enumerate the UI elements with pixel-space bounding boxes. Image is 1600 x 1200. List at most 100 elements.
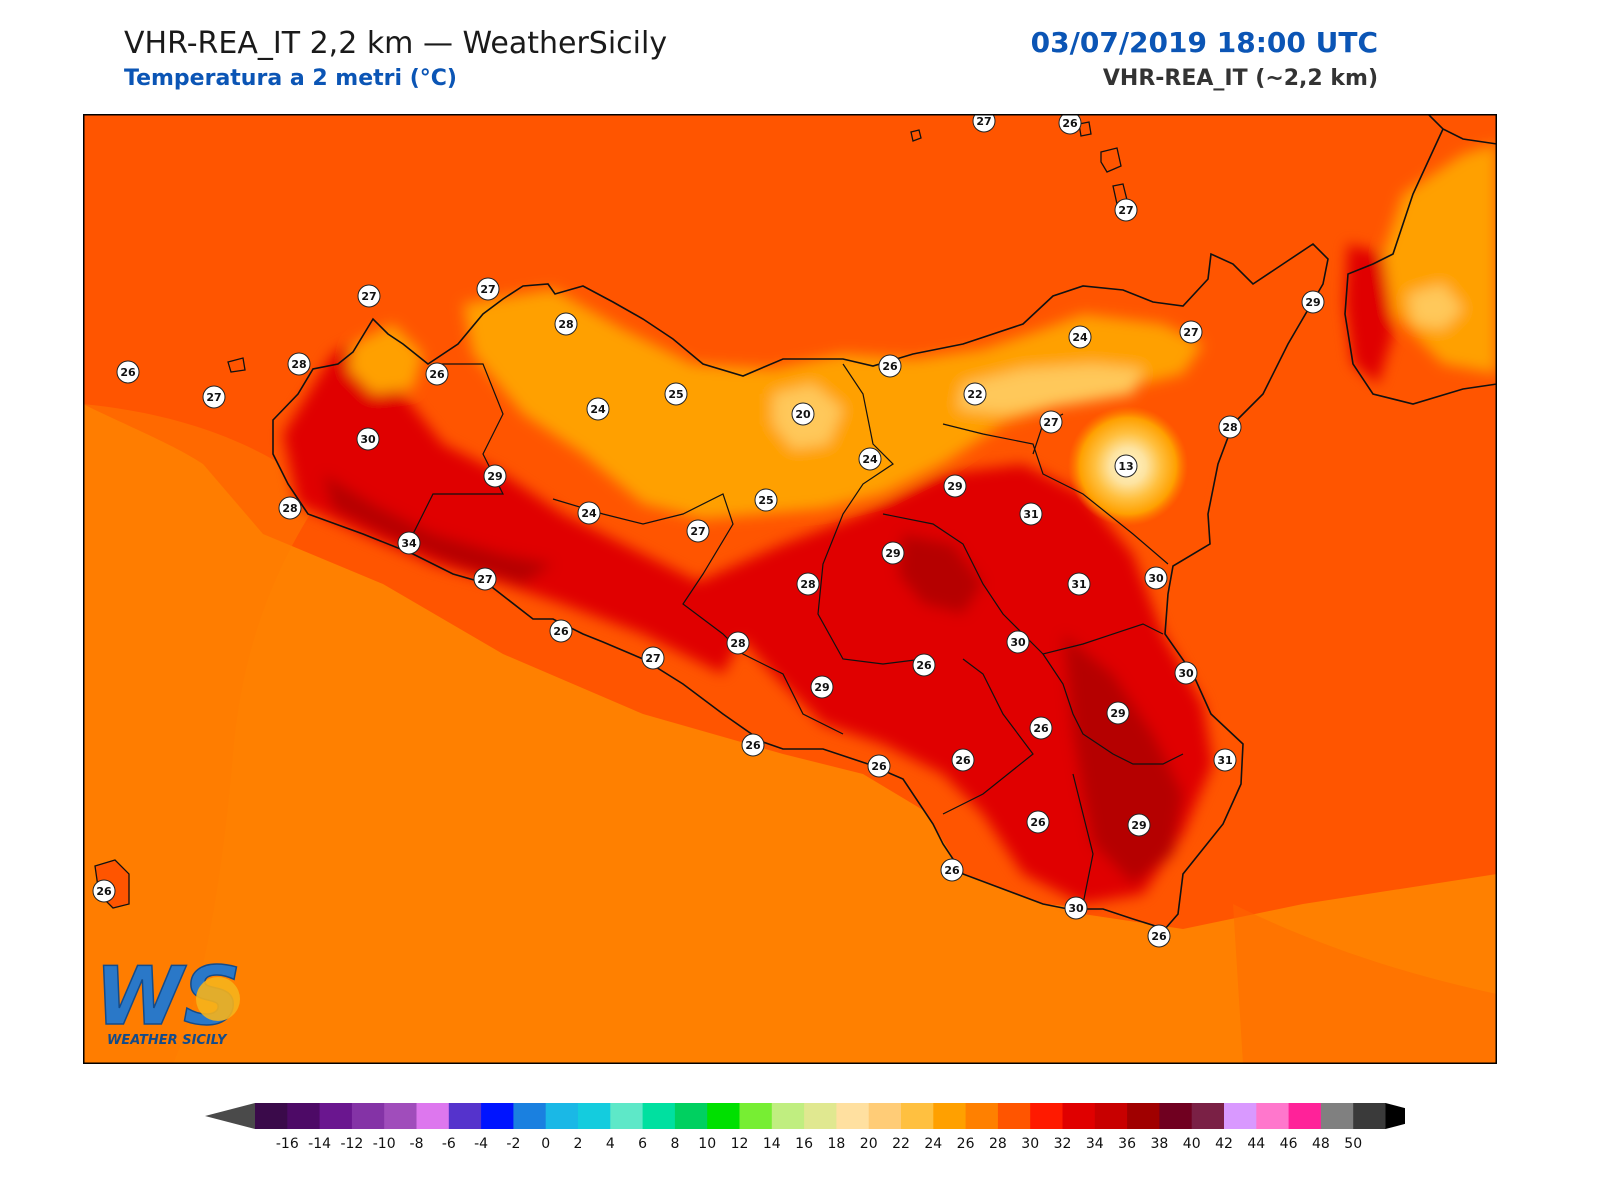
marker-circle	[1039, 410, 1063, 434]
sea-south	[83, 404, 1497, 1064]
temperature-marker: 30	[1174, 661, 1198, 685]
marker-circle	[483, 464, 507, 488]
colorbar-tick-label: 0	[541, 1136, 550, 1152]
temperature-marker: 28	[287, 352, 311, 376]
marker-circle	[912, 653, 936, 677]
marker-circle	[278, 496, 302, 520]
hot-zone-west	[283, 334, 743, 674]
warm-northwest	[348, 324, 423, 394]
very-hot-center	[898, 534, 983, 614]
colorbar-cell	[384, 1103, 417, 1129]
marker-value: 26	[553, 625, 569, 638]
temperature-marker: 28	[278, 496, 302, 520]
temperature-marker: 26	[425, 362, 449, 386]
marker-circle	[1106, 701, 1130, 725]
colorbar-tick-label: -6	[442, 1136, 456, 1152]
marker-circle	[741, 733, 765, 757]
marker-value: 28	[730, 637, 745, 650]
colorbar-cell	[416, 1103, 450, 1129]
marker-value: 31	[1023, 508, 1038, 521]
map-subtitle: Temperatura a 2 metri (°C)	[124, 66, 457, 91]
marker-circle	[726, 631, 750, 655]
colorbar-tick-label: 26	[957, 1136, 975, 1152]
marker-value: 29	[487, 470, 502, 483]
colorbar-cell	[481, 1103, 514, 1129]
island-lipari	[1100, 147, 1122, 173]
temperature-marker: 27	[686, 519, 710, 543]
marker-circle	[881, 541, 905, 565]
marker-circle	[754, 488, 778, 512]
map-title: VHR-REA_IT 2,2 km — WeatherSicily	[124, 26, 668, 61]
colorbar-cell	[1127, 1103, 1160, 1129]
marker-value: 30	[1068, 902, 1084, 915]
marker-value: 27	[1118, 204, 1133, 217]
marker-circle	[476, 277, 500, 301]
colorbar-cell	[674, 1103, 708, 1129]
colorbar-cell	[513, 1103, 547, 1129]
temperature-marker: 29	[1127, 813, 1151, 837]
temperature-marker: 34	[397, 531, 421, 555]
colorbar-cell	[287, 1103, 321, 1129]
temperature-marker: 27	[476, 277, 500, 301]
temperature-marker: 27	[357, 284, 381, 308]
temperature-marker: 25	[664, 382, 688, 406]
temperature-marker: 26	[1058, 114, 1082, 135]
marker-circle	[586, 397, 610, 421]
colorbar-cell	[610, 1103, 644, 1129]
temperature-map: 27 26 27 26 27 27 28 26 27 28 30 28 34 29 24 25 20 26 22 24…	[83, 114, 1497, 1064]
colorbar-tick-label: -8	[410, 1136, 424, 1152]
colorbar-tick-label: 46	[1280, 1136, 1298, 1152]
colorbar-tick-label: 28	[989, 1136, 1007, 1152]
colorbar-cell	[965, 1103, 999, 1129]
mild-calabria-peak	[1408, 284, 1463, 329]
colorbar-tick-label: 38	[1150, 1136, 1168, 1152]
temperature-marker: 22	[963, 382, 987, 406]
colorbar-cell	[933, 1103, 967, 1129]
colorbar-cell	[1256, 1103, 1290, 1129]
marker-circle	[549, 619, 573, 643]
colorbar-cell	[1191, 1103, 1225, 1129]
marker-value: 22	[967, 388, 982, 401]
colorbar-cell	[578, 1103, 611, 1129]
marker-value: 28	[291, 358, 306, 371]
temperature-marker: 28	[554, 312, 578, 336]
temperature-marker: 27	[1179, 320, 1203, 344]
marker-circle	[664, 382, 688, 406]
colorbar-over-arrow	[1385, 1103, 1405, 1129]
colorbar-tick-label: -4	[474, 1136, 488, 1152]
marker-value: 26	[871, 760, 887, 773]
marker-circle	[791, 402, 815, 426]
marker-value: 24	[590, 403, 606, 416]
marker-circle	[641, 646, 665, 670]
temperature-marker: 26	[878, 354, 902, 378]
marker-circle	[287, 352, 311, 376]
marker-circle	[356, 427, 380, 451]
marker-circle	[1179, 320, 1203, 344]
temperature-marker: 31	[1019, 502, 1043, 526]
temperature-marker: 30	[1144, 566, 1168, 590]
marker-value: 29	[814, 681, 829, 694]
marker-value: 27	[690, 525, 705, 538]
marker-value: 27	[206, 391, 221, 404]
marker-circle	[1064, 896, 1088, 920]
colorbar-cell	[901, 1103, 934, 1129]
marker-value: 27	[361, 290, 376, 303]
temperature-marker: 26	[867, 754, 891, 778]
warm-calabria	[1383, 144, 1497, 374]
marker-circle	[1147, 924, 1171, 948]
colorbar-tick-label: 34	[1086, 1136, 1104, 1152]
weathersicily-logo: WS WEATHER SICILY	[94, 949, 241, 1048]
temperature-marker: 26	[741, 733, 765, 757]
marker-circle	[686, 519, 710, 543]
colorbar-cell	[804, 1103, 837, 1129]
marker-value: 30	[1148, 572, 1164, 585]
colorbar-tick-label: 44	[1247, 1136, 1265, 1152]
colorbar-tick-label: 42	[1215, 1136, 1233, 1152]
very-hot-west	[323, 474, 553, 584]
colorbar-tick-label: 4	[606, 1136, 615, 1152]
marker-circle	[878, 354, 902, 378]
temperature-marker: 29	[881, 541, 905, 565]
cool-nebrodi	[958, 364, 1143, 414]
colorbar-cell	[448, 1103, 482, 1129]
model-label: VHR-REA_IT (~2,2 km)	[1102, 66, 1378, 91]
